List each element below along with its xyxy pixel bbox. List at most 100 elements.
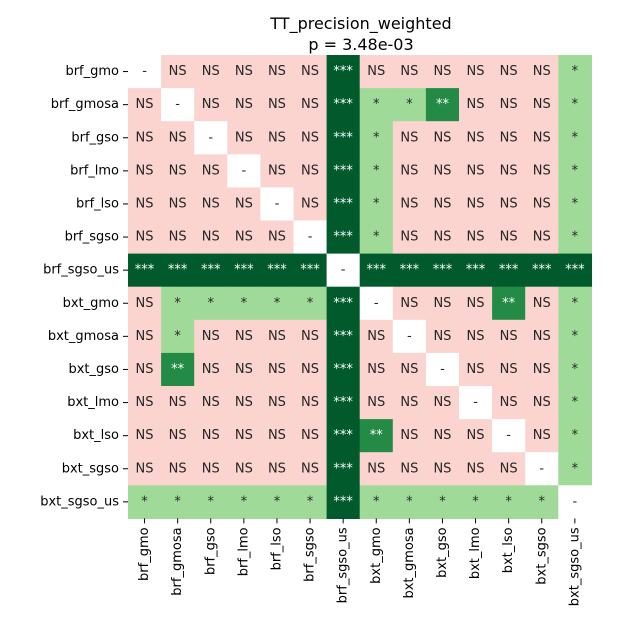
heatmap-cell: [359, 253, 394, 288]
cell-label: ***: [433, 263, 453, 278]
cell-label: NS: [235, 395, 253, 410]
row-labels: brf_gmo brf_gmosa brf_gso brf_lmo brf_lsobrf…: [40, 64, 128, 509]
heatmap-cell: [326, 485, 361, 519]
heatmap-cell: [425, 253, 460, 288]
heatmap-cell: [227, 452, 261, 486]
heatmap-cell: [161, 452, 195, 486]
cell-label: NS: [367, 64, 385, 79]
cell-label: NS: [433, 296, 451, 311]
heatmap-cell: [194, 220, 228, 255]
cell-label: NS: [136, 97, 154, 112]
cell-label: NS: [202, 461, 220, 476]
cell-label: ***: [300, 263, 320, 278]
cell-label: NS: [400, 230, 418, 245]
heatmap-cell: [161, 419, 195, 453]
heatmap-cell: [194, 352, 228, 387]
cell-label: NS: [533, 362, 551, 377]
cell-label: ***: [333, 230, 353, 245]
heatmap-cell: [392, 154, 427, 188]
cell-label: NS: [433, 130, 451, 145]
row-label: bxt_sgso_us: [40, 494, 119, 509]
heatmap-cell: [558, 485, 592, 519]
cell-label: NS: [433, 395, 451, 410]
column-label: brf_gso: [203, 527, 218, 575]
cell-label: NS: [400, 362, 418, 377]
cell-label: -: [539, 461, 544, 476]
cell-label: *: [406, 97, 413, 112]
heatmap-cell: [194, 485, 228, 519]
heatmap-cell: [525, 55, 559, 89]
heatmap-cell: [260, 485, 295, 519]
column-label: brf_gmosa: [170, 527, 185, 595]
heatmap-cell: [161, 352, 195, 387]
heatmap-cell: [359, 386, 394, 420]
cell-label: NS: [533, 163, 551, 178]
cell-label: NS: [136, 329, 154, 344]
heatmap-cell: [392, 386, 427, 420]
heatmap-cell: [425, 121, 460, 155]
cell-label: *: [572, 196, 579, 211]
cell-label: NS: [467, 97, 485, 112]
heatmap-cell: [260, 88, 295, 122]
cell-label: ***: [333, 97, 353, 112]
cell-label: *: [174, 296, 181, 311]
heatmap-cells: - NS NS NS NS NS *** NS NS NS NS NS NS *NS - NS NS NS NS **…: [128, 55, 592, 519]
heatmap-cell: [525, 452, 559, 486]
cell-label: NS: [467, 296, 485, 311]
cell-label: NS: [235, 329, 253, 344]
cell-label: -: [506, 428, 511, 443]
heatmap-cell: [128, 220, 162, 255]
heatmap-cell: [525, 386, 559, 420]
heatmap-cell: [525, 154, 559, 188]
column-labels: brf_gmo brf_gmosa brf_gso brf_lmo brf_lso brf…: [137, 518, 582, 606]
heatmap-cell: [128, 386, 162, 420]
cell-label: ***: [400, 263, 420, 278]
cell-label: *: [373, 130, 380, 145]
heatmap-cell: [293, 121, 328, 155]
cell-label: NS: [400, 64, 418, 79]
cell-label: NS: [433, 163, 451, 178]
cell-label: NS: [268, 428, 286, 443]
cell-label: NS: [533, 296, 551, 311]
heatmap-cell: [459, 319, 493, 354]
heatmap-cell: [558, 88, 592, 122]
cell-label: NS: [433, 428, 451, 443]
cell-label: NS: [467, 163, 485, 178]
heatmap-cell: [525, 220, 559, 255]
heatmap-cell: [227, 220, 261, 255]
heatmap-cell: [558, 386, 592, 420]
column-label: bxt_sgso: [534, 527, 549, 584]
heatmap-cell: [558, 352, 592, 387]
heatmap-cell: [293, 286, 328, 321]
cell-label: NS: [367, 362, 385, 377]
heatmap-cell: [227, 154, 261, 188]
cell-label: NS: [367, 461, 385, 476]
cell-label: NS: [301, 130, 319, 145]
cell-label: -: [473, 395, 478, 410]
heatmap-cell: [293, 419, 328, 453]
heatmap-cell: [128, 154, 162, 188]
cell-label: -: [142, 64, 147, 79]
row-label: brf_lmo: [70, 163, 119, 178]
heatmap-cell: [558, 286, 592, 321]
heatmap-cell: [326, 220, 361, 255]
cell-label: ***: [267, 263, 287, 278]
heatmap-cell: [392, 286, 427, 321]
heatmap-cell: [326, 352, 361, 387]
heatmap-cell: [260, 352, 295, 387]
heatmap-cell: [558, 319, 592, 354]
cell-label: NS: [367, 329, 385, 344]
cell-label: NS: [400, 461, 418, 476]
cell-label: *: [208, 494, 215, 509]
cell-label: NS: [136, 362, 154, 377]
column-label: bxt_sgso_us: [567, 527, 582, 606]
heatmap-cell: [558, 55, 592, 89]
cell-label: *: [307, 494, 314, 509]
cell-label: NS: [467, 64, 485, 79]
heatmap-cell: [128, 121, 162, 155]
heatmap-cell: [492, 419, 526, 453]
cell-label: -: [407, 329, 412, 344]
cell-label: NS: [169, 64, 187, 79]
column-label: bxt_lmo: [468, 527, 483, 579]
heatmap-cell: [525, 485, 559, 519]
